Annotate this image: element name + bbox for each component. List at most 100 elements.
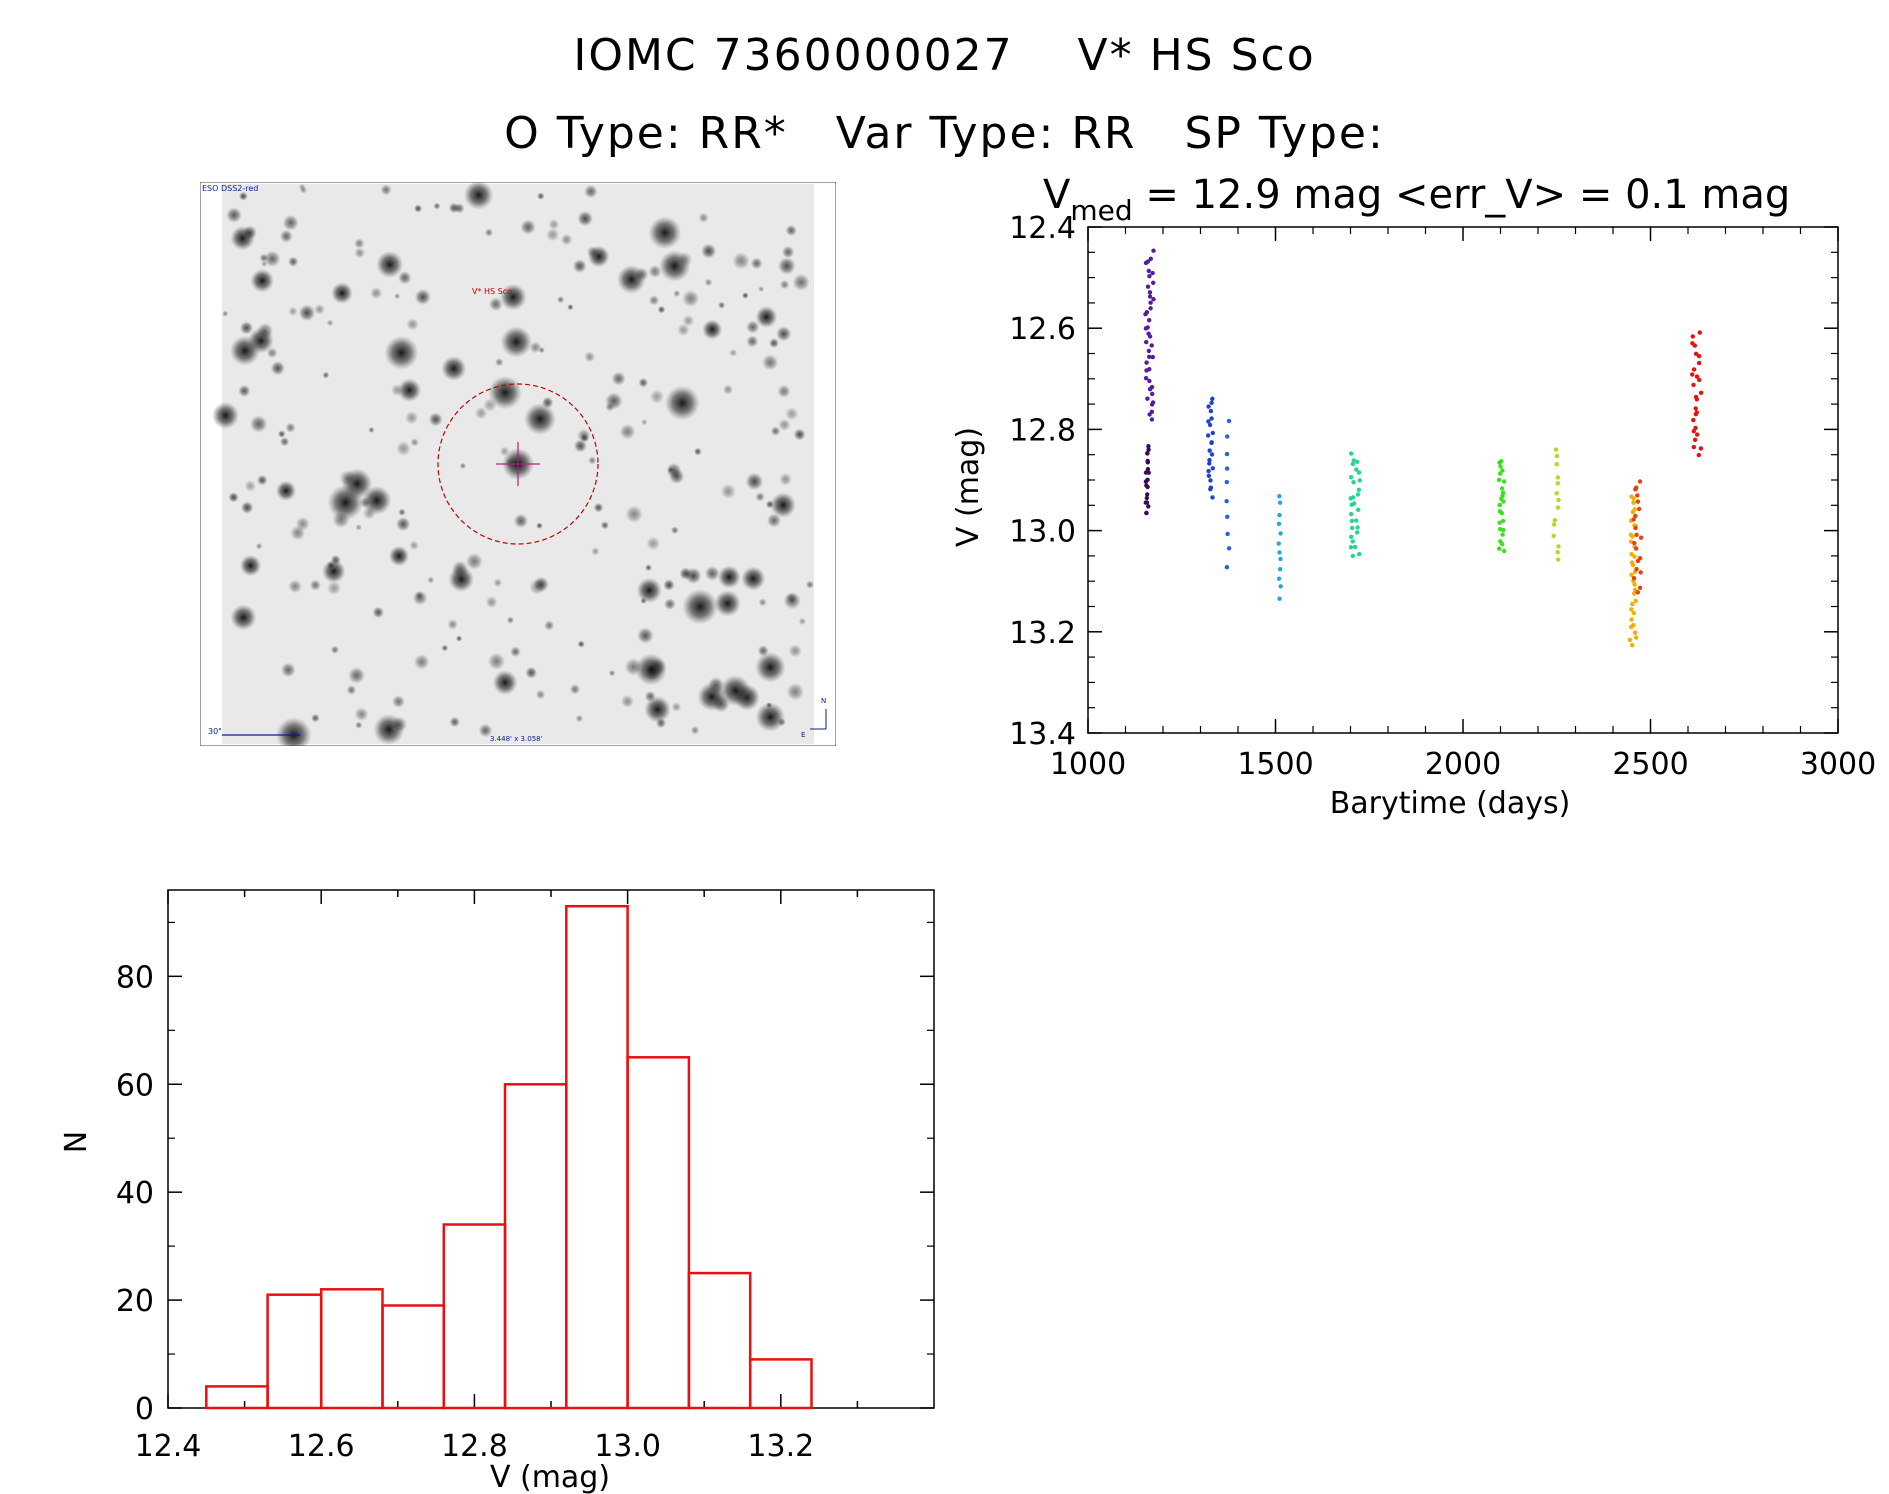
light-curve-point <box>1278 531 1283 536</box>
sky-star <box>277 430 286 438</box>
sky-star <box>718 301 726 309</box>
light-curve-point <box>1147 334 1153 339</box>
sky-star <box>414 288 431 306</box>
light-curve-point <box>1631 610 1637 616</box>
light-curve-point <box>1638 570 1643 575</box>
light-curve-point <box>1348 496 1353 501</box>
light-curve-point <box>1635 499 1641 504</box>
sky-star <box>575 714 584 723</box>
sky-star <box>704 278 713 287</box>
light-curve-point <box>1209 400 1214 405</box>
sky-star <box>492 670 518 695</box>
sky-star <box>463 182 494 210</box>
light-curve-ylabel: V (mag) <box>951 427 986 547</box>
sky-star <box>249 415 268 433</box>
sky-star <box>314 304 325 315</box>
light-curve-point <box>1147 294 1153 299</box>
light-curve-point <box>1633 513 1638 519</box>
sky-star <box>617 265 646 294</box>
sky-star <box>409 540 419 551</box>
sky-star <box>255 542 263 550</box>
sky-star <box>755 306 778 328</box>
sky-star <box>285 422 296 433</box>
light-curve-point <box>1690 372 1695 377</box>
sky-star <box>750 257 763 270</box>
light-curve-point <box>1147 387 1153 392</box>
sky-star <box>478 723 493 738</box>
light-curve-point <box>1635 558 1641 564</box>
light-curve-point <box>1276 521 1282 526</box>
sky-star <box>270 361 285 376</box>
light-curve-point <box>1225 514 1230 519</box>
light-curve-point <box>1637 585 1643 590</box>
light-curve-point <box>1147 378 1152 384</box>
sky-star <box>396 441 411 457</box>
histogram-x-tick-label: 12.6 <box>288 1429 355 1464</box>
light-curve-point <box>1276 541 1281 546</box>
sky-star <box>474 406 488 420</box>
sky-star <box>485 596 498 609</box>
sky-star <box>644 696 671 723</box>
light-curve-point <box>1147 354 1152 359</box>
sky-star <box>244 480 257 492</box>
sky-star <box>455 635 463 642</box>
sky-star <box>677 323 690 337</box>
sky-star <box>525 666 538 679</box>
histogram-axes: 12.4 12.6 12.8 13.0 13.2 0 20 40 60 80 <box>116 889 935 1464</box>
chart-title-line2: O Type: RR* Var Type: RR SP Type: <box>504 108 1385 159</box>
sky-star <box>280 662 296 678</box>
light-curve-point <box>1631 591 1637 596</box>
sky-star <box>765 500 775 509</box>
light-curve-point <box>1348 475 1354 480</box>
light-curve-point <box>1225 531 1230 537</box>
light-curve-point <box>1144 495 1150 501</box>
sky-star <box>482 398 497 413</box>
light-curve-point <box>1210 495 1215 500</box>
histogram-x-tick-label: 12.4 <box>135 1429 202 1464</box>
light-curve-point <box>1693 412 1699 417</box>
sky-star <box>513 513 529 529</box>
light-curve-point <box>1225 434 1230 439</box>
histogram-bar <box>565 904 629 1410</box>
sky-star <box>766 513 782 528</box>
sky-star <box>783 591 802 610</box>
sky-star <box>702 319 723 340</box>
histogram-y-tick-label: 40 <box>116 1176 154 1211</box>
light-curve-point <box>1147 274 1152 279</box>
sky-star <box>648 264 662 279</box>
sky-star <box>355 524 362 531</box>
light-curve-point <box>1144 360 1149 365</box>
sky-star <box>222 310 229 317</box>
sky-star <box>282 214 299 231</box>
light-curve-point <box>1146 268 1152 274</box>
light-curve-point <box>1629 624 1634 630</box>
histogram-bar <box>442 1223 507 1410</box>
sky-star <box>414 204 423 213</box>
sky-star <box>536 522 543 529</box>
light-curve-point <box>1207 448 1212 453</box>
light-curve-point <box>1500 518 1506 524</box>
sky-star <box>664 385 700 421</box>
sky-star <box>499 283 527 311</box>
sky-star <box>228 492 239 503</box>
sky-star <box>580 433 589 443</box>
light-curve-point <box>1355 492 1361 497</box>
light-curve-point <box>1698 390 1704 395</box>
light-curve-point <box>1210 396 1215 401</box>
sky-star <box>649 389 665 404</box>
light-curve-point <box>1206 473 1212 478</box>
light-curve-point <box>1144 339 1149 345</box>
sky-star <box>722 384 734 395</box>
sky-star <box>487 652 506 670</box>
light-curve-title: Vmed = 12.9 mag <err_V> = 0.1 mag <box>1043 172 1790 227</box>
sky-star <box>755 702 785 732</box>
sky-star <box>372 606 385 619</box>
light-curve-point <box>1144 368 1149 373</box>
sky-star <box>588 456 597 465</box>
sky-star <box>309 579 322 591</box>
light-curve-point <box>1635 590 1641 595</box>
histogram-bar <box>748 1358 813 1410</box>
histogram-bar <box>319 1288 384 1410</box>
histogram-y-tick-label: 60 <box>116 1068 154 1103</box>
